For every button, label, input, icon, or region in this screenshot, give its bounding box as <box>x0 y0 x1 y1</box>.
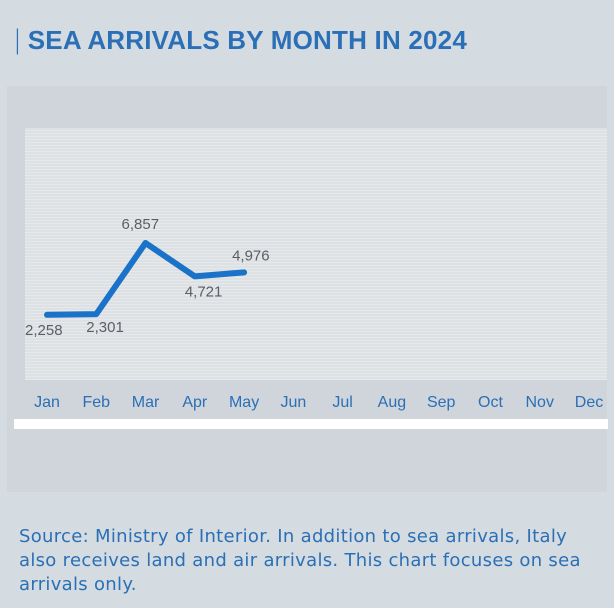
data-label: 6,857 <box>122 216 160 233</box>
data-label: 2,258 <box>25 322 63 339</box>
x-tick-label: Apr <box>182 394 208 411</box>
x-tick-label: Mar <box>132 394 160 411</box>
x-tick-label: Jun <box>280 394 306 411</box>
source-note: Source: Ministry of Interior. In additio… <box>19 526 581 595</box>
x-tick-label: Aug <box>378 394 406 411</box>
x-tick-label: Nov <box>526 394 554 411</box>
x-tick-label: Feb <box>82 394 110 411</box>
title-divider: | <box>13 25 22 55</box>
data-label: 4,721 <box>185 283 223 300</box>
x-tick-label: Oct <box>478 394 503 411</box>
data-label: 2,301 <box>86 319 124 336</box>
chart-title: SEA ARRIVALS BY MONTH IN 2024 <box>27 24 467 55</box>
series-line <box>44 240 248 318</box>
chart-panel: 2,258 2,301 6,857 4,721 4,976 Jan Feb Mar Apr May… <box>7 86 607 492</box>
bottom-divider <box>14 419 608 429</box>
plot-area <box>25 128 607 380</box>
x-tick-label: Jul <box>332 394 352 411</box>
x-tick-label: May <box>229 394 259 411</box>
data-label: 4,976 <box>232 247 270 264</box>
title-bar: | SEA ARRIVALS BY MONTH IN 2024 <box>7 10 607 70</box>
x-tick-label: Dec <box>575 394 603 411</box>
x-tick-label: Sep <box>427 394 456 411</box>
line-chart: 2,258 2,301 6,857 4,721 4,976 Jan Feb Mar Apr May… <box>25 128 607 411</box>
x-tick-label: Jan <box>34 394 60 411</box>
